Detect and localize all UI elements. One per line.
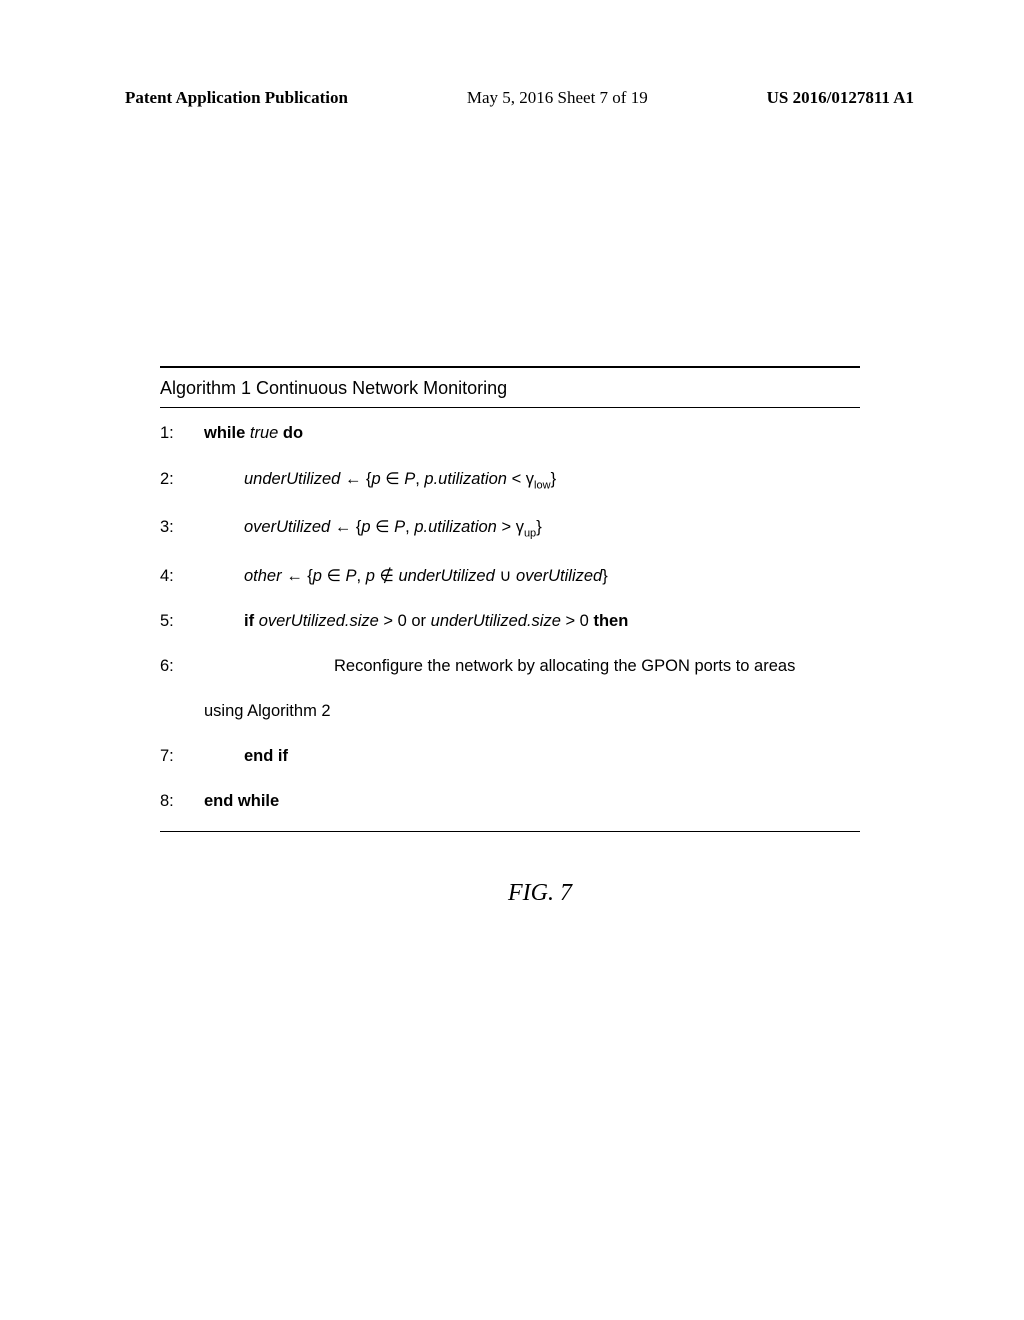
lineno: 7: — [160, 747, 204, 766]
code: underUtilized ← {p ∈ P, p.utilization < … — [204, 469, 556, 491]
code: end if — [204, 747, 288, 766]
algo-line-3: 3: overUtilized ← {p ∈ P, p.utilization … — [160, 517, 860, 539]
header-patent-number: US 2016/0127811 A1 — [767, 88, 914, 108]
lineno: 5: — [160, 612, 204, 631]
page-header: Patent Application Publication May 5, 20… — [0, 0, 1024, 108]
algo-line-2: 2: underUtilized ← {p ∈ P, p.utilization… — [160, 469, 860, 491]
algorithm-body: 1: while true do 2: underUtilized ← {p ∈… — [160, 408, 860, 831]
lineno: 8: — [160, 792, 204, 811]
algo-line-7: 7: end if — [160, 747, 860, 766]
algo-line-4: 4: other ← {p ∈ P, p ∉ underUtilized ∪ o… — [160, 566, 860, 586]
lineno: 3: — [160, 518, 204, 537]
figure-caption: FIG. 7 — [0, 880, 1024, 907]
header-date-sheet: May 5, 2016 Sheet 7 of 19 — [467, 88, 648, 108]
code: overUtilized ← {p ∈ P, p.utilization > γ… — [204, 517, 542, 539]
lineno: 4: — [160, 567, 204, 586]
lineno: 1: — [160, 424, 204, 443]
code: while true do — [204, 424, 303, 443]
algo-line-6b: using Algorithm 2 — [160, 702, 860, 721]
rule-bottom — [160, 831, 860, 832]
code: end while — [204, 792, 279, 811]
algo-line-6: 6: Reconfigure the network by allocating… — [160, 657, 860, 676]
code: if overUtilized.size > 0 or underUtilize… — [204, 612, 628, 631]
algo-line-1: 1: while true do — [160, 424, 860, 443]
lineno: 6: — [160, 657, 204, 676]
lineno: 2: — [160, 470, 204, 489]
algorithm-title: Algorithm 1 Continuous Network Monitorin… — [160, 368, 860, 407]
header-publication: Patent Application Publication — [125, 88, 348, 108]
algorithm-block: Algorithm 1 Continuous Network Monitorin… — [160, 366, 860, 832]
algo-line-5: 5: if overUtilized.size > 0 or underUtil… — [160, 612, 860, 631]
algo-line-8: 8: end while — [160, 792, 860, 811]
code: other ← {p ∈ P, p ∉ underUtilized ∪ over… — [204, 566, 608, 586]
code: using Algorithm 2 — [204, 702, 331, 721]
code: Reconfigure the network by allocating th… — [204, 657, 795, 676]
